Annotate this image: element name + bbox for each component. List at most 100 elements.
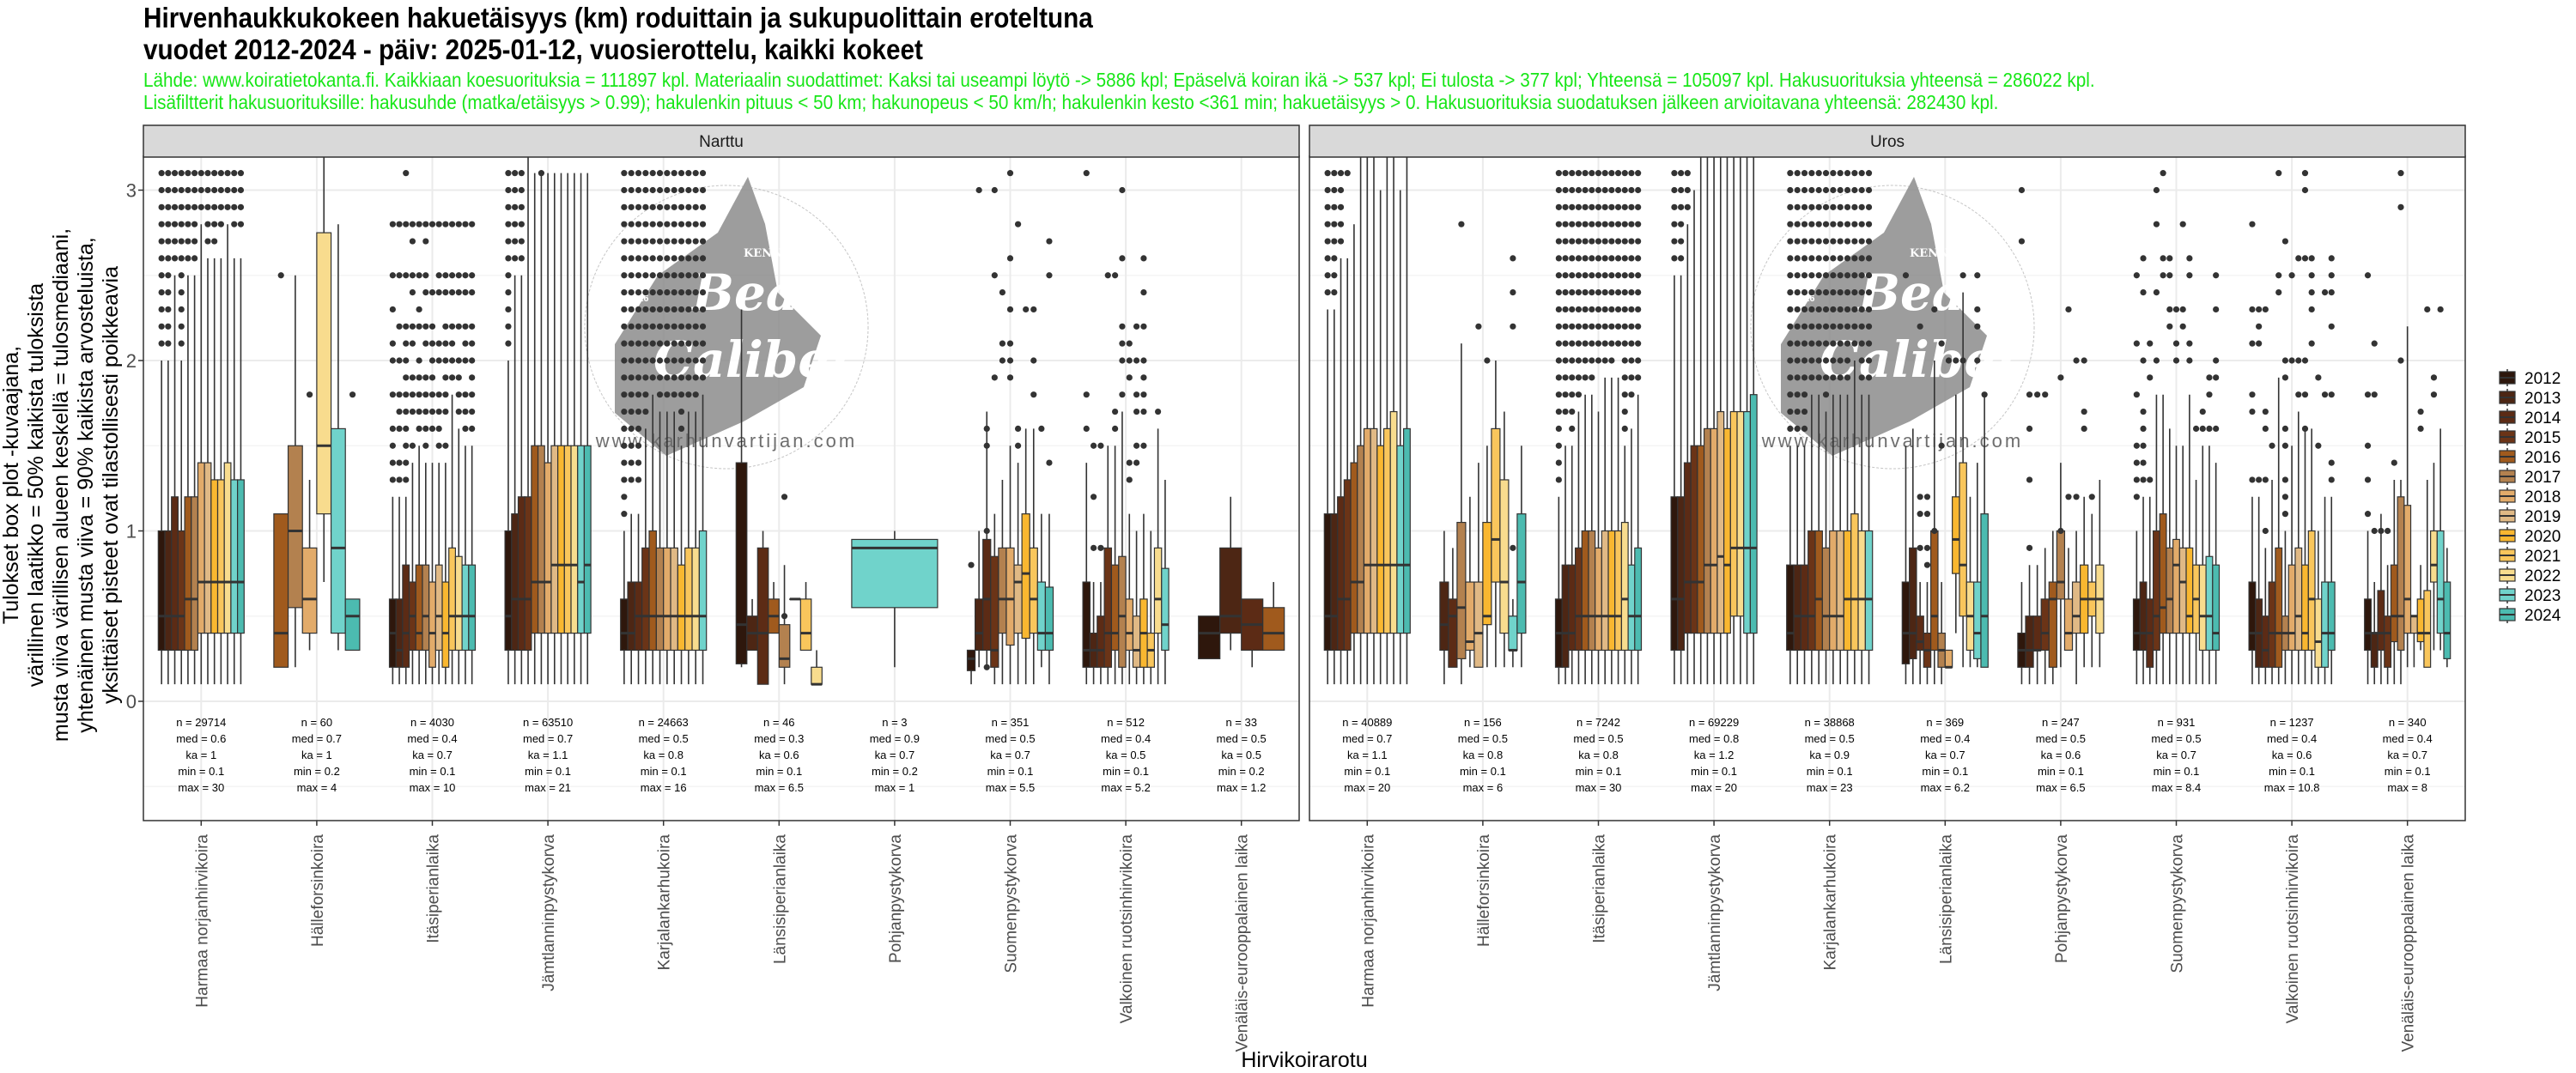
outlier-point [1324, 238, 1331, 245]
stat-label: min = 0.1 [987, 765, 1034, 778]
outlier-point [671, 255, 677, 262]
outlier-point [1851, 221, 1858, 227]
legend-item-2020: 2020 [2499, 527, 2561, 546]
box-iqr [1448, 598, 1458, 668]
outlier-point [1837, 323, 1844, 330]
box-iqr [583, 445, 592, 634]
outlier-point [1917, 511, 1923, 518]
outlier-point [649, 374, 656, 381]
stat-label: n = 38868 [1805, 716, 1855, 729]
outlier-point [1822, 272, 1830, 279]
stat-label: ka = 0.7 [412, 749, 453, 761]
box-iqr [1396, 445, 1405, 634]
box-iqr [641, 547, 650, 652]
outlier-point [165, 170, 172, 177]
outlier-point [2371, 340, 2378, 347]
stat-label: ka = 1.1 [528, 749, 568, 761]
stat-label: med = 0.3 [754, 732, 804, 745]
outlier-point [1837, 255, 1844, 262]
outlier-point [2397, 357, 2404, 364]
box-2021 [1614, 170, 1623, 685]
outlier-point [1575, 221, 1583, 227]
outlier-point [1582, 306, 1589, 313]
outlier-point [2308, 255, 2315, 262]
outlier-point [1628, 186, 1635, 194]
outlier-point [158, 203, 165, 210]
y-axis-title-line: musta viiva värillisen alueen keskellä =… [49, 228, 73, 742]
legend: 2012201320142015201620172018201920202021… [2499, 369, 2561, 625]
box-iqr [1499, 479, 1510, 634]
x-tick-label: Jämtlanninpystykorva [1706, 834, 1724, 991]
outlier-point [2328, 255, 2335, 262]
outlier-point [1931, 306, 1938, 313]
outlier-point [1324, 255, 1331, 262]
box-2021 [684, 170, 693, 685]
outlier-point [2249, 221, 2256, 227]
outlier-point [699, 306, 707, 313]
outlier-point [1601, 255, 1608, 262]
outlier-point [968, 561, 975, 568]
outlier-point [1569, 306, 1576, 313]
box-iqr [1103, 547, 1113, 668]
outlier-point [1923, 561, 1931, 568]
outlier-point [1917, 494, 1923, 500]
outlier-point [635, 186, 642, 194]
box-2012 [966, 561, 976, 685]
stat-label: max = 6.5 [755, 781, 804, 794]
stat-label: max = 10 [410, 781, 456, 794]
outlier-point [1569, 170, 1576, 177]
outlier-point [1844, 289, 1851, 296]
outlier-point [1014, 425, 1022, 432]
outlier-point [1851, 340, 1858, 347]
outlier-point [512, 186, 519, 194]
outlier-point [1858, 238, 1865, 245]
outlier-point [685, 272, 692, 279]
box-iqr [2314, 598, 2323, 668]
stat-label: min = 0.1 [1922, 765, 1968, 778]
box-iqr [851, 538, 939, 609]
box-iqr [2185, 547, 2194, 634]
outlier-point [685, 186, 692, 194]
box-iqr [677, 564, 686, 652]
outlier-point [158, 170, 165, 177]
stat-label: med = 0.7 [1342, 732, 1392, 745]
outlier-point [1635, 238, 1642, 245]
box-iqr [1743, 410, 1752, 634]
box-iqr [1973, 581, 1982, 659]
outlier-point [699, 289, 707, 296]
outlier-point [781, 613, 788, 620]
legend-label: 2014 [2524, 409, 2561, 427]
outlier-point [1555, 391, 1562, 398]
outlier-point [628, 170, 635, 177]
outlier-point [2328, 476, 2335, 483]
outlier-point [1837, 374, 1844, 381]
outlier-point [1555, 408, 1562, 415]
outlier-point [178, 186, 185, 194]
box-2017 [2166, 255, 2174, 685]
outlier-point [171, 238, 179, 245]
box-iqr [563, 445, 572, 634]
box-iqr [2275, 547, 2283, 668]
outlier-point [231, 221, 238, 227]
outlier-point [2378, 527, 2385, 535]
outlier-point [1555, 374, 1562, 381]
box-iqr [230, 479, 239, 634]
outlier-point [2140, 357, 2147, 364]
outlier-point [677, 170, 685, 177]
outlier-point [1331, 255, 1338, 262]
box-2024 [583, 173, 592, 685]
outlier-point [1794, 323, 1801, 330]
chart-title: Hirvenhaukkukokeen hakuetäisyys (km) rod… [143, 2, 1093, 33]
outlier-point [1601, 170, 1608, 177]
outlier-point [1331, 186, 1338, 194]
outlier-point [1974, 306, 1981, 313]
outlier-point [1569, 238, 1576, 245]
outlier-point [2417, 425, 2424, 432]
x-tick-label: Pohjanpystykorva [2053, 834, 2071, 963]
box-iqr [1786, 564, 1795, 652]
outlier-point [635, 306, 642, 313]
outlier-point [642, 170, 649, 177]
stat-label: ka = 0.6 [2041, 749, 2081, 761]
outlier-point [409, 374, 416, 381]
outlier-point [2371, 391, 2378, 398]
